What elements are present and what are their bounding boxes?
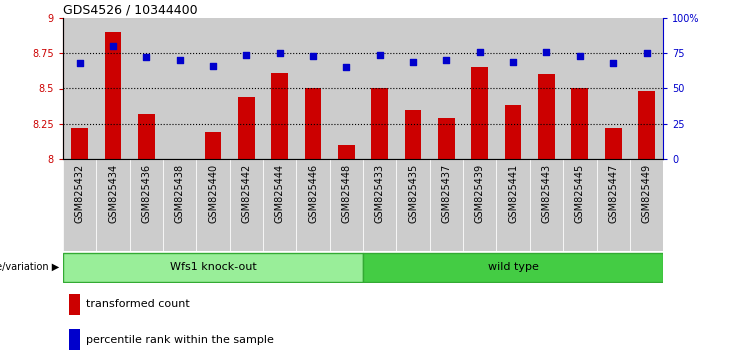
Text: GDS4526 / 10344400: GDS4526 / 10344400 [63,4,198,17]
Bar [363,18,396,159]
Point [173,57,185,63]
Bar [330,159,363,251]
Bar [505,105,522,159]
Bar [130,18,163,159]
Bar [530,159,563,251]
Text: GSM825438: GSM825438 [175,164,185,223]
Bar [63,18,96,159]
Bar [597,18,630,159]
Bar [563,18,597,159]
Bar [363,159,396,251]
Bar [530,18,563,159]
Bar [104,32,122,159]
Bar [69,294,80,315]
Point [608,60,619,66]
Point [207,63,219,69]
Bar [63,253,363,282]
Text: GSM825435: GSM825435 [408,164,418,223]
Bar [163,18,196,159]
Text: genotype/variation ▶: genotype/variation ▶ [0,262,59,272]
Bar [71,128,88,159]
Text: GSM825437: GSM825437 [442,164,451,223]
Bar [230,18,263,159]
Text: Wfs1 knock-out: Wfs1 knock-out [170,262,256,272]
Bar [338,145,355,159]
Bar [163,159,196,251]
Text: transformed count: transformed count [86,299,190,309]
Bar [471,67,488,159]
Point [307,53,319,59]
Bar [463,159,496,251]
Bar [538,74,555,159]
Bar [96,159,130,251]
Text: GSM825449: GSM825449 [642,164,651,223]
Text: GSM825446: GSM825446 [308,164,318,223]
Bar [263,18,296,159]
Bar [196,159,230,251]
Bar [271,73,288,159]
Bar [138,114,155,159]
Bar [630,18,663,159]
Text: GSM825442: GSM825442 [242,164,251,223]
Bar [430,159,463,251]
Text: GSM825440: GSM825440 [208,164,218,223]
Point [440,57,452,63]
Bar [96,18,130,159]
Bar [463,18,496,159]
Text: GSM825444: GSM825444 [275,164,285,223]
Bar [230,159,263,251]
Point [240,52,252,57]
Point [74,60,85,66]
Bar [371,88,388,159]
Bar [396,18,430,159]
Bar [605,128,622,159]
Bar [305,88,322,159]
Bar [69,329,80,350]
Bar [430,18,463,159]
Text: GSM825443: GSM825443 [542,164,551,223]
Text: GSM825434: GSM825434 [108,164,118,223]
Point [107,43,119,49]
Point [507,59,519,64]
Point [374,52,386,57]
Bar [630,159,663,251]
Bar [296,159,330,251]
Bar [563,159,597,251]
Text: percentile rank within the sample: percentile rank within the sample [86,335,273,345]
Bar [196,18,230,159]
Point [474,49,486,55]
Text: wild type: wild type [488,262,539,272]
Bar [438,118,455,159]
Text: GSM825432: GSM825432 [75,164,84,223]
Point [407,59,419,64]
Bar [130,159,163,251]
Text: GSM825436: GSM825436 [142,164,151,223]
Bar [638,91,655,159]
Bar [330,18,363,159]
Bar [405,110,422,159]
Text: GSM825441: GSM825441 [508,164,518,223]
Text: GSM825433: GSM825433 [375,164,385,223]
Bar [363,253,663,282]
Bar [496,159,530,251]
Bar [597,159,630,251]
Bar [496,18,530,159]
Bar [263,159,296,251]
Point [140,55,153,60]
Point [540,49,552,55]
Bar [238,97,255,159]
Bar [63,159,96,251]
Bar [296,18,330,159]
Bar [205,132,222,159]
Point [574,53,585,59]
Text: GSM825439: GSM825439 [475,164,485,223]
Point [341,64,353,70]
Text: GSM825448: GSM825448 [342,164,351,223]
Text: GSM825447: GSM825447 [608,164,618,223]
Point [273,50,285,56]
Bar [571,88,588,159]
Point [640,50,653,56]
Bar [396,159,430,251]
Text: GSM825445: GSM825445 [575,164,585,223]
